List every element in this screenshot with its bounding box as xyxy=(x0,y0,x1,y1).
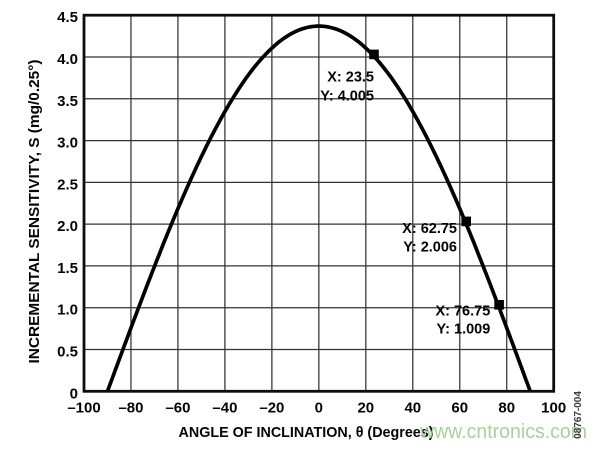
svg-text:www.cntronics.com: www.cntronics.com xyxy=(419,421,587,443)
svg-text:Y: 1.009: Y: 1.009 xyxy=(437,322,491,338)
svg-text:0: 0 xyxy=(315,400,323,417)
svg-text:4.5: 4.5 xyxy=(57,9,78,26)
svg-text:3.0: 3.0 xyxy=(57,135,78,152)
svg-text:X: 23.5: X: 23.5 xyxy=(327,70,374,86)
svg-text:08767-004: 08767-004 xyxy=(573,391,584,439)
svg-text:–40: –40 xyxy=(212,400,237,417)
svg-text:ANGLE OF INCLINATION, θ (Degre: ANGLE OF INCLINATION, θ (Degrees) xyxy=(179,424,434,441)
svg-text:–20: –20 xyxy=(259,400,284,417)
svg-text:3.5: 3.5 xyxy=(57,93,78,110)
svg-text:1.5: 1.5 xyxy=(57,260,78,277)
svg-text:2.0: 2.0 xyxy=(57,218,78,235)
svg-text:Y: 2.006: Y: 2.006 xyxy=(403,240,457,256)
svg-text:0.5: 0.5 xyxy=(57,344,78,361)
svg-text:0: 0 xyxy=(70,385,78,402)
svg-text:60: 60 xyxy=(451,400,468,417)
svg-text:2.5: 2.5 xyxy=(57,176,78,193)
svg-text:4.0: 4.0 xyxy=(57,51,78,68)
svg-text:X: 62.75: X: 62.75 xyxy=(402,221,457,237)
svg-text:40: 40 xyxy=(404,400,421,417)
svg-text:100: 100 xyxy=(541,400,566,417)
svg-text:X: 76.75: X: 76.75 xyxy=(435,303,490,319)
svg-text:–60: –60 xyxy=(165,400,190,417)
svg-text:80: 80 xyxy=(498,400,515,417)
svg-text:Y: 4.005: Y: 4.005 xyxy=(320,89,374,105)
svg-text:–100: –100 xyxy=(67,400,100,417)
svg-text:1.0: 1.0 xyxy=(57,302,78,319)
svg-text:–80: –80 xyxy=(118,400,143,417)
svg-text:INCREMENTAL SENSITIVITY, S (mg: INCREMENTAL SENSITIVITY, S (mg/0.25°) xyxy=(26,60,43,364)
svg-text:20: 20 xyxy=(357,400,374,417)
